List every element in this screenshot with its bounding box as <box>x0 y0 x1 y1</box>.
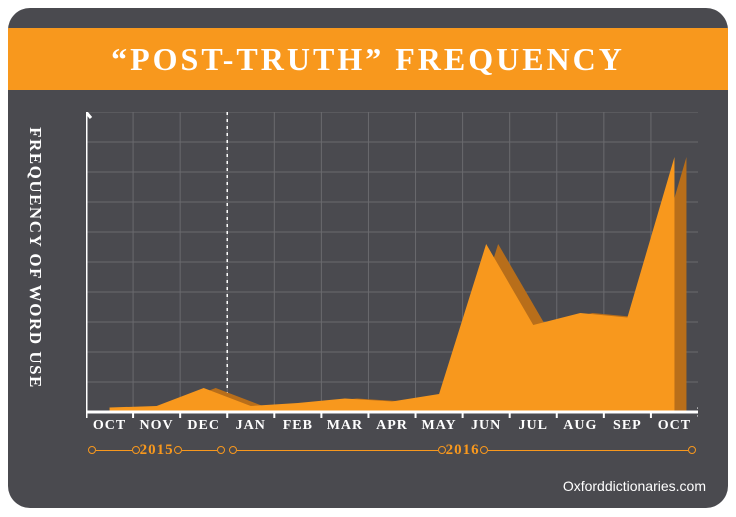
x-tick-label: OCT <box>86 418 133 434</box>
year-line <box>237 450 437 451</box>
year-line <box>96 450 132 451</box>
year-line <box>182 450 218 451</box>
header-band: “POST-TRUTH” FREQUENCY <box>8 28 728 90</box>
chart-plot-area <box>86 112 698 412</box>
x-axis-labels: OCTNOVDECJANFEBMARAPRMAYJUNJULAUGSEPOCT <box>86 418 698 434</box>
year-groups-row: 20152016 <box>86 442 698 464</box>
chart-svg <box>86 112 698 422</box>
x-tick-label: SEP <box>604 418 651 434</box>
x-tick-label: FEB <box>274 418 321 434</box>
x-tick-label: NOV <box>133 418 180 434</box>
footer-credit: Oxforddictionaries.com <box>563 478 706 494</box>
chart-card: “POST-TRUTH” FREQUENCY FREQUENCY OF WORD… <box>8 8 728 508</box>
x-tick-label: JAN <box>227 418 274 434</box>
x-tick-label: MAY <box>416 418 463 434</box>
year-group: 2015 <box>86 442 227 459</box>
year-line <box>488 450 688 451</box>
x-tick-label: MAR <box>321 418 368 434</box>
x-tick-label: DEC <box>180 418 227 434</box>
y-axis-label: FREQUENCY OF WORD USE <box>23 118 46 398</box>
year-group: 2016 <box>227 442 698 459</box>
chart-title: “POST-TRUTH” FREQUENCY <box>111 41 625 78</box>
x-tick-label: JUL <box>510 418 557 434</box>
x-tick-label: AUG <box>557 418 604 434</box>
x-tick-label: JUN <box>463 418 510 434</box>
x-tick-label: OCT <box>651 418 698 434</box>
x-tick-label: APR <box>368 418 415 434</box>
